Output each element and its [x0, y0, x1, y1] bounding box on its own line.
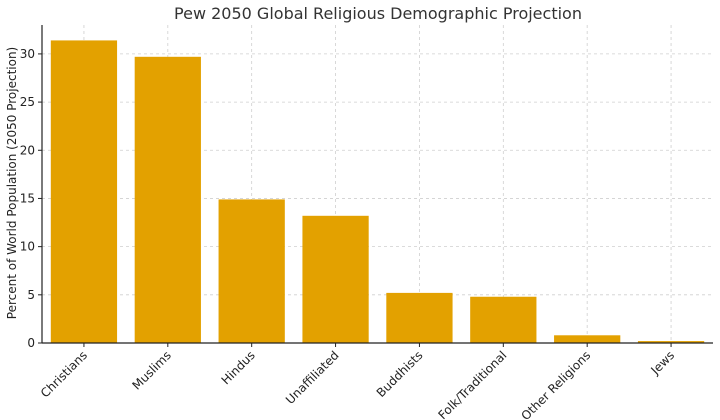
x-tick-label: Christians — [38, 348, 90, 400]
x-tick-label: Buddhists — [374, 348, 426, 400]
y-tick-label: 10 — [20, 240, 35, 254]
bar-buddhists — [386, 292, 453, 343]
x-tick-label: Hindus — [219, 348, 258, 387]
bar-christians — [50, 40, 118, 343]
bar-muslims — [134, 56, 201, 344]
x-tick-label: Folk/Traditional — [435, 348, 509, 420]
y-tick-label: 0 — [27, 336, 35, 350]
y-tick-label: 20 — [20, 143, 35, 157]
bar-hindus — [218, 199, 285, 343]
y-tick-label: 25 — [20, 95, 35, 109]
x-tick-label: Muslims — [130, 348, 174, 392]
axes — [41, 25, 713, 344]
x-tick-label: Other Religions — [518, 348, 593, 420]
chart-title: Pew 2050 Global Religious Demographic Pr… — [174, 4, 582, 23]
y-axis-ticks: 0 5 10 15 20 25 30 — [20, 47, 42, 350]
y-axis-label: Percent of World Population (2050 Projec… — [5, 47, 19, 319]
y-tick-label: 5 — [27, 288, 35, 302]
x-tick-label: Jews — [647, 348, 677, 378]
bars — [50, 40, 705, 344]
y-tick-label: 30 — [20, 47, 35, 61]
bar-unaffiliated — [302, 215, 369, 343]
x-tick-label: Unaffiliated — [283, 348, 342, 407]
bar-folk-traditional — [470, 296, 537, 343]
bar-jews — [637, 341, 705, 343]
x-axis-ticks: Christians Muslims Hindus Unaffiliated Buddh… — [38, 343, 677, 420]
y-tick-label: 15 — [20, 191, 35, 205]
bar-other-religions — [554, 335, 621, 343]
